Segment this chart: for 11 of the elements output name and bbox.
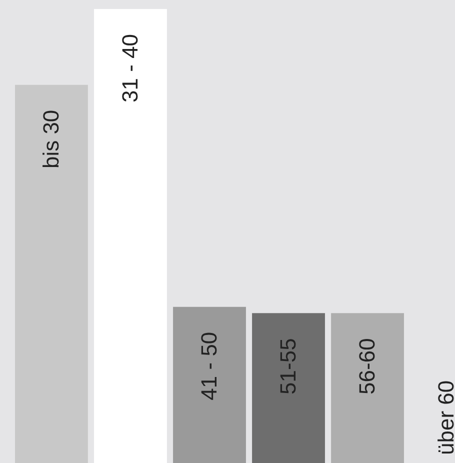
x-tick-label: 41 - 50 <box>196 332 222 400</box>
bar <box>94 9 167 463</box>
x-tick-label: 51-55 <box>276 338 301 394</box>
bar <box>173 306 246 463</box>
x-tick-label: 31 - 40 <box>117 34 142 102</box>
bar <box>331 313 404 463</box>
x-tick-label: bis 30 <box>38 110 64 169</box>
bar <box>15 84 88 463</box>
bar <box>252 313 325 463</box>
x-tick-label: 56-60 <box>354 338 380 394</box>
x-tick-label: über 60 <box>434 380 455 455</box>
